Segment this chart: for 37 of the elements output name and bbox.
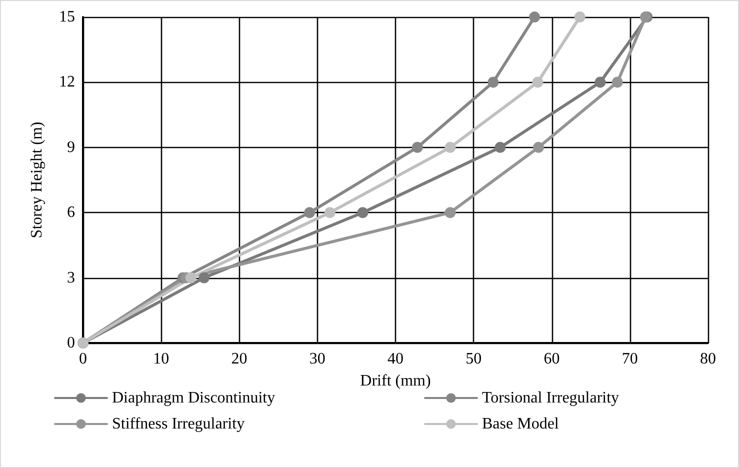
- legend-label: Torsional Irregularity: [482, 390, 620, 406]
- point: [488, 76, 499, 88]
- point: [185, 272, 196, 284]
- point: [612, 76, 623, 88]
- point: [529, 12, 540, 22]
- point: [444, 207, 456, 218]
- legend-label: Base Model: [482, 416, 560, 432]
- y-tick-label: 9: [67, 138, 75, 156]
- point: [304, 207, 316, 218]
- point: [198, 272, 210, 284]
- x-tick-label: 40: [388, 350, 404, 368]
- x-tick-label: 30: [309, 350, 326, 368]
- x-tick-label: 20: [231, 350, 248, 368]
- point: [357, 207, 368, 218]
- x-tick-label: 60: [544, 350, 560, 368]
- point: [494, 142, 506, 153]
- point: [324, 207, 336, 218]
- x-tick-label: 70: [622, 350, 638, 368]
- legend-label: Stiffness Irregularity: [112, 416, 245, 432]
- x-axis-title: Drift (mm): [360, 372, 431, 390]
- y-tick-label: 12: [59, 74, 75, 91]
- y-tick-label: 0: [67, 334, 75, 352]
- point: [594, 76, 606, 88]
- y-tick-label: 3: [67, 269, 75, 286]
- point: [532, 142, 544, 153]
- x-tick-label: 10: [153, 350, 170, 368]
- point: [574, 12, 586, 22]
- y-tick-label: 6: [67, 204, 75, 222]
- y-tick-label: 15: [59, 8, 75, 26]
- point: [444, 142, 456, 153]
- x-tick-label: 50: [466, 350, 482, 368]
- x-tick-label: 0: [79, 350, 87, 368]
- x-tick-label: 80: [700, 350, 716, 368]
- legend-label: Diaphragm Discontinuity: [112, 390, 276, 406]
- point: [532, 76, 544, 88]
- y-axis-title: Storey Height (m): [28, 122, 46, 238]
- point: [412, 142, 423, 153]
